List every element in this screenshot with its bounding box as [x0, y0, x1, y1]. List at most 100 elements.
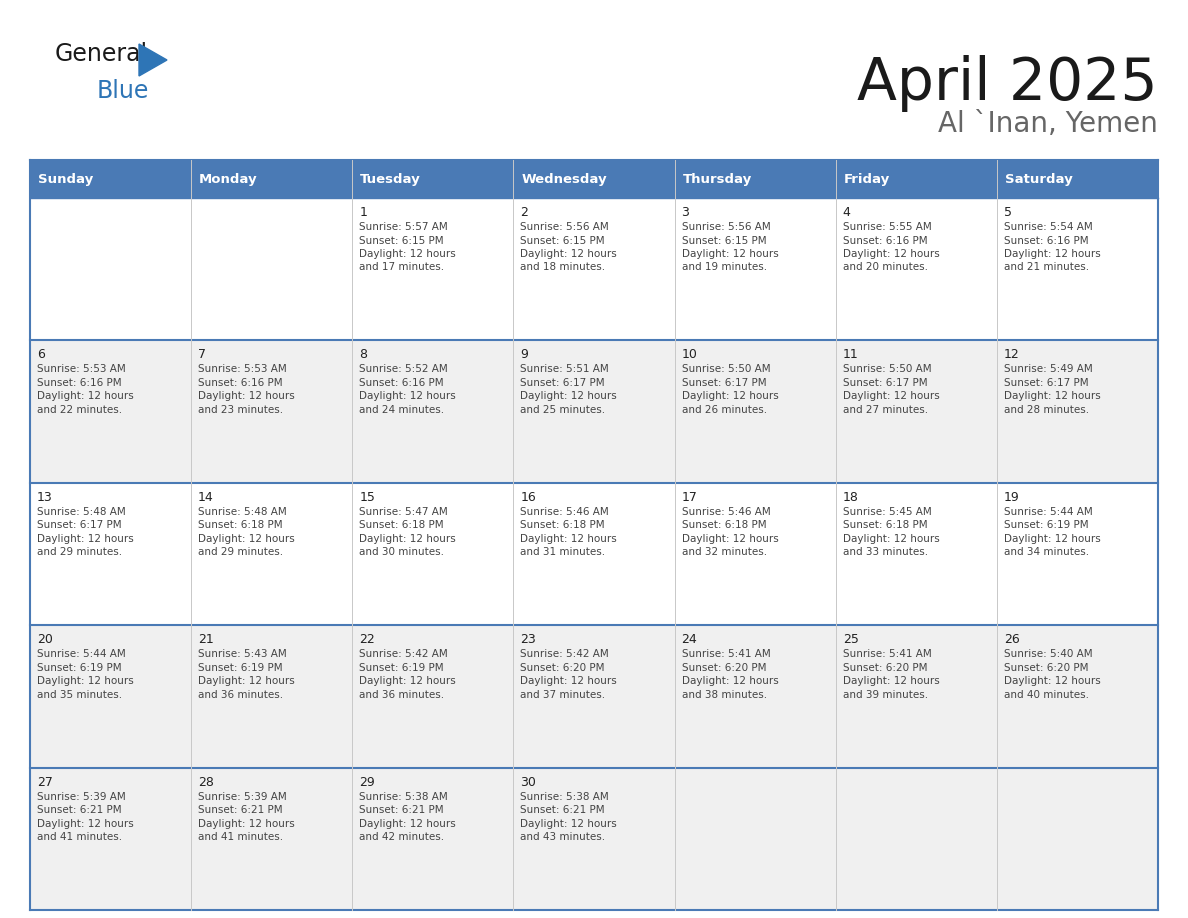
Bar	[835, 198, 997, 341]
Text: 20: 20	[37, 633, 53, 646]
Text: 1: 1	[359, 206, 367, 219]
Text: and 25 minutes.: and 25 minutes.	[520, 405, 606, 415]
Text: and 19 minutes.: and 19 minutes.	[682, 263, 766, 273]
Text: and 29 minutes.: and 29 minutes.	[37, 547, 122, 557]
Text: 30: 30	[520, 776, 536, 789]
Text: Daylight: 12 hours: Daylight: 12 hours	[37, 391, 134, 401]
Bar	[353, 341, 513, 483]
Text: 9: 9	[520, 349, 529, 362]
Text: Thursday: Thursday	[683, 173, 752, 185]
Text: Daylight: 12 hours: Daylight: 12 hours	[682, 249, 778, 259]
Text: Sunset: 6:21 PM: Sunset: 6:21 PM	[520, 805, 605, 815]
Bar	[353, 160, 513, 198]
Text: Daylight: 12 hours: Daylight: 12 hours	[359, 533, 456, 543]
Bar	[30, 625, 191, 767]
Bar	[835, 483, 997, 625]
Text: Daylight: 12 hours: Daylight: 12 hours	[842, 249, 940, 259]
Text: and 37 minutes.: and 37 minutes.	[520, 689, 606, 700]
Text: Daylight: 12 hours: Daylight: 12 hours	[682, 533, 778, 543]
Text: Sunrise: 5:44 AM: Sunrise: 5:44 AM	[1004, 507, 1093, 517]
Polygon shape	[139, 44, 168, 76]
Text: Sunrise: 5:57 AM: Sunrise: 5:57 AM	[359, 222, 448, 232]
Text: 28: 28	[198, 776, 214, 789]
Text: Sunset: 6:17 PM: Sunset: 6:17 PM	[842, 378, 928, 388]
Text: 18: 18	[842, 491, 859, 504]
Bar	[675, 767, 835, 910]
Text: Sunset: 6:20 PM: Sunset: 6:20 PM	[682, 663, 766, 673]
Text: and 41 minutes.: and 41 minutes.	[198, 832, 283, 842]
Text: April 2025: April 2025	[858, 55, 1158, 112]
Text: Sunrise: 5:47 AM: Sunrise: 5:47 AM	[359, 507, 448, 517]
Text: Daylight: 12 hours: Daylight: 12 hours	[1004, 677, 1100, 686]
Text: Sunrise: 5:38 AM: Sunrise: 5:38 AM	[520, 791, 609, 801]
Text: and 30 minutes.: and 30 minutes.	[359, 547, 444, 557]
Text: Daylight: 12 hours: Daylight: 12 hours	[359, 677, 456, 686]
Text: 2: 2	[520, 206, 529, 219]
Text: and 20 minutes.: and 20 minutes.	[842, 263, 928, 273]
Text: 21: 21	[198, 633, 214, 646]
Text: 14: 14	[198, 491, 214, 504]
Text: Daylight: 12 hours: Daylight: 12 hours	[198, 677, 295, 686]
Text: and 43 minutes.: and 43 minutes.	[520, 832, 606, 842]
Bar	[30, 767, 191, 910]
Text: Sunrise: 5:39 AM: Sunrise: 5:39 AM	[37, 791, 126, 801]
Text: Sunrise: 5:53 AM: Sunrise: 5:53 AM	[198, 364, 286, 375]
Text: Daylight: 12 hours: Daylight: 12 hours	[359, 391, 456, 401]
Text: Sunday: Sunday	[38, 173, 93, 185]
Text: Daylight: 12 hours: Daylight: 12 hours	[37, 819, 134, 829]
Bar	[30, 160, 191, 198]
Text: 8: 8	[359, 349, 367, 362]
Text: Sunset: 6:18 PM: Sunset: 6:18 PM	[198, 521, 283, 531]
Bar	[675, 160, 835, 198]
Bar	[675, 198, 835, 341]
Bar	[353, 483, 513, 625]
Text: Sunset: 6:19 PM: Sunset: 6:19 PM	[1004, 521, 1088, 531]
Text: 27: 27	[37, 776, 53, 789]
Text: 11: 11	[842, 349, 859, 362]
Text: Sunrise: 5:56 AM: Sunrise: 5:56 AM	[520, 222, 609, 232]
Bar	[675, 341, 835, 483]
Text: 3: 3	[682, 206, 689, 219]
Text: Sunrise: 5:44 AM: Sunrise: 5:44 AM	[37, 649, 126, 659]
Text: and 35 minutes.: and 35 minutes.	[37, 689, 122, 700]
Text: and 38 minutes.: and 38 minutes.	[682, 689, 766, 700]
Bar	[191, 341, 353, 483]
Text: and 34 minutes.: and 34 minutes.	[1004, 547, 1089, 557]
Text: 5: 5	[1004, 206, 1012, 219]
Text: 13: 13	[37, 491, 52, 504]
Text: Daylight: 12 hours: Daylight: 12 hours	[1004, 249, 1100, 259]
Text: Daylight: 12 hours: Daylight: 12 hours	[520, 677, 618, 686]
Text: Sunset: 6:19 PM: Sunset: 6:19 PM	[37, 663, 121, 673]
Text: Sunrise: 5:56 AM: Sunrise: 5:56 AM	[682, 222, 770, 232]
Text: Saturday: Saturday	[1005, 173, 1073, 185]
Text: Sunrise: 5:42 AM: Sunrise: 5:42 AM	[359, 649, 448, 659]
Bar	[191, 625, 353, 767]
Text: Daylight: 12 hours: Daylight: 12 hours	[520, 249, 618, 259]
Text: Sunrise: 5:38 AM: Sunrise: 5:38 AM	[359, 791, 448, 801]
Bar	[513, 341, 675, 483]
Text: General: General	[55, 42, 148, 66]
Text: Sunset: 6:19 PM: Sunset: 6:19 PM	[359, 663, 444, 673]
Text: 15: 15	[359, 491, 375, 504]
Bar	[997, 160, 1158, 198]
Text: and 39 minutes.: and 39 minutes.	[842, 689, 928, 700]
Text: Sunset: 6:17 PM: Sunset: 6:17 PM	[682, 378, 766, 388]
Text: Sunrise: 5:49 AM: Sunrise: 5:49 AM	[1004, 364, 1093, 375]
Text: Sunset: 6:18 PM: Sunset: 6:18 PM	[842, 521, 928, 531]
Text: Sunrise: 5:46 AM: Sunrise: 5:46 AM	[520, 507, 609, 517]
Text: Sunset: 6:20 PM: Sunset: 6:20 PM	[842, 663, 927, 673]
Text: Sunset: 6:17 PM: Sunset: 6:17 PM	[37, 521, 121, 531]
Text: Sunset: 6:17 PM: Sunset: 6:17 PM	[1004, 378, 1088, 388]
Text: and 24 minutes.: and 24 minutes.	[359, 405, 444, 415]
Text: and 23 minutes.: and 23 minutes.	[198, 405, 283, 415]
Text: Daylight: 12 hours: Daylight: 12 hours	[37, 677, 134, 686]
Text: Blue: Blue	[97, 79, 150, 103]
Text: Sunset: 6:17 PM: Sunset: 6:17 PM	[520, 378, 605, 388]
Bar	[353, 198, 513, 341]
Text: 16: 16	[520, 491, 536, 504]
Text: Sunset: 6:16 PM: Sunset: 6:16 PM	[359, 378, 444, 388]
Text: 26: 26	[1004, 633, 1019, 646]
Text: and 32 minutes.: and 32 minutes.	[682, 547, 766, 557]
Text: Sunrise: 5:48 AM: Sunrise: 5:48 AM	[198, 507, 286, 517]
Text: and 40 minutes.: and 40 minutes.	[1004, 689, 1089, 700]
